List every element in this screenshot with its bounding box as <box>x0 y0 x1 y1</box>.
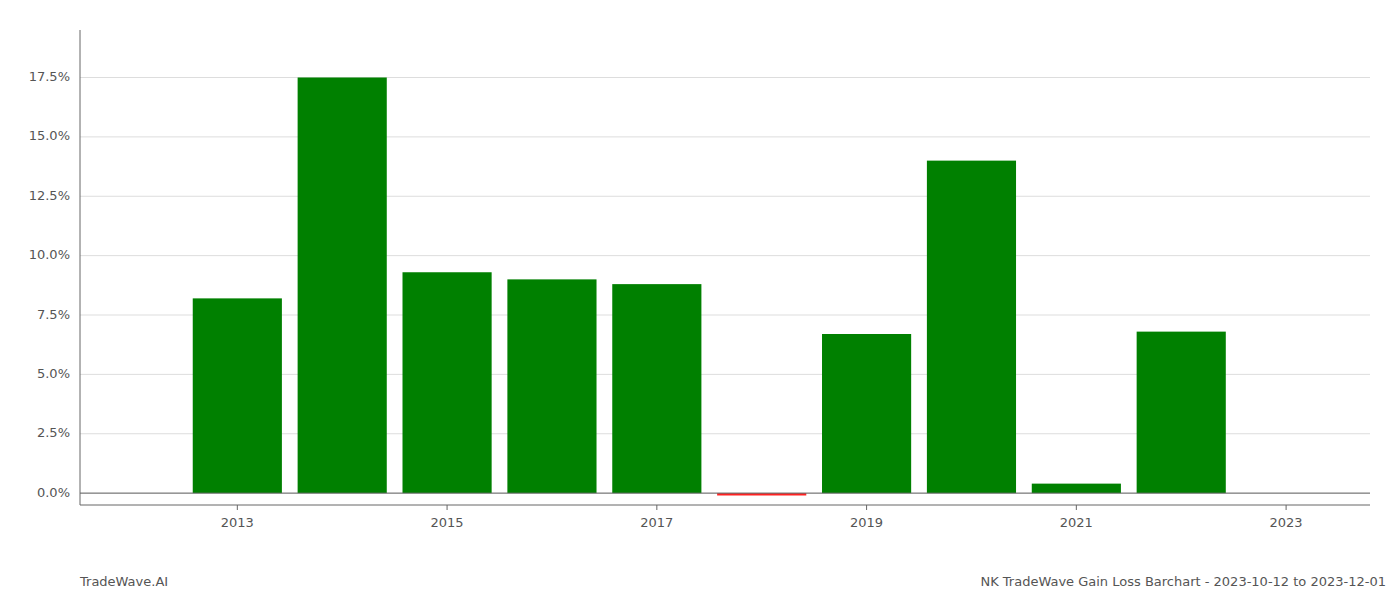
x-tick <box>1286 505 1287 510</box>
bars <box>193 78 1226 496</box>
x-tick-label: 2015 <box>431 515 464 530</box>
x-tick <box>447 505 448 510</box>
y-tick-label: 15.0% <box>29 128 70 143</box>
bar <box>1137 332 1226 494</box>
chart-svg: 0.0% 2.5% 5.0% 7.5% 10.0% 12.5% 15.0% 17.5% 2013… <box>0 0 1400 600</box>
grid-line <box>80 255 1370 256</box>
bar <box>612 284 701 493</box>
bar <box>822 334 911 493</box>
y-axis-line <box>80 30 81 505</box>
y-tick-label: 17.5% <box>29 69 70 84</box>
y-tick-label: 7.5% <box>37 307 70 322</box>
x-tick-label: 2017 <box>640 515 673 530</box>
y-tick-label: 2.5% <box>37 425 70 440</box>
chart-container: 0.0% 2.5% 5.0% 7.5% 10.0% 12.5% 15.0% 17.5% 2013… <box>0 0 1400 600</box>
bar <box>193 298 282 493</box>
y-tick-label: 5.0% <box>37 366 70 381</box>
title: NK TradeWave Gain Loss Barchart - 2023-1… <box>980 574 1386 589</box>
bar <box>1032 484 1121 494</box>
watermark: TradeWave.AI <box>79 574 168 589</box>
x-tick <box>656 505 657 510</box>
x-tick-label: 2023 <box>1270 515 1303 530</box>
x-tick-label: 2021 <box>1060 515 1093 530</box>
grid-line <box>80 493 1370 494</box>
grid <box>80 78 1370 494</box>
x-tick <box>866 505 867 510</box>
grid-line <box>80 77 1370 78</box>
bar <box>403 272 492 493</box>
x-tick <box>237 505 238 510</box>
bar <box>927 161 1016 494</box>
zero-line <box>80 493 1370 494</box>
x-tick-label: 2019 <box>850 515 883 530</box>
grid-line <box>80 136 1370 137</box>
bar <box>507 279 596 493</box>
grid-line <box>80 196 1370 197</box>
y-tick-label: 0.0% <box>37 485 70 500</box>
y-tick-label: 12.5% <box>29 188 70 203</box>
x-tick-label: 2013 <box>221 515 254 530</box>
y-tick-label: 10.0% <box>29 247 70 262</box>
x-tick <box>1076 505 1077 510</box>
x-axis-line <box>80 505 1370 506</box>
bar <box>298 78 387 494</box>
